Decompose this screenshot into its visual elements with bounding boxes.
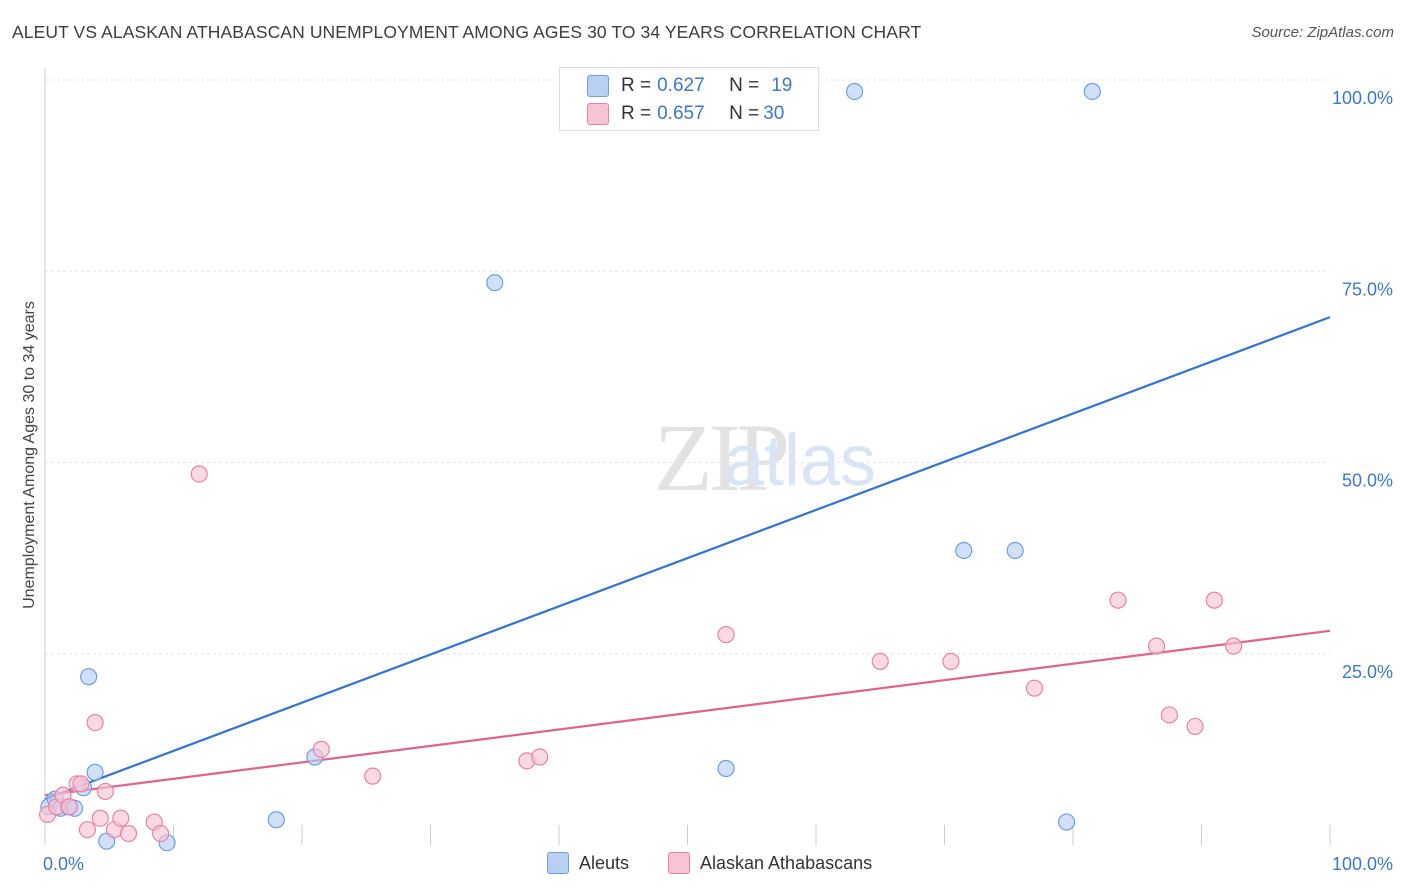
source-label: Source: ZipAtlas.com	[1251, 24, 1394, 41]
athabascan-point	[531, 748, 549, 766]
legend-r-label: R =	[621, 103, 652, 124]
bottom-legend-label-aleuts: Aleuts	[579, 852, 630, 873]
athabascan-point	[112, 809, 130, 827]
athabascan-point	[1025, 679, 1044, 697]
axes-layer	[44, 68, 1331, 845]
athabascan-point	[717, 626, 735, 644]
x-tick-label: 0.0%	[43, 854, 84, 874]
aleut-point	[1057, 813, 1076, 831]
legend-row-athabascans: R = 0.657 N = 30	[560, 100, 784, 128]
tick-labels: 25.0% 50.0% 75.0% 100.0% 0.0% 100.0%	[43, 88, 1393, 874]
athabascan-point	[1186, 717, 1204, 736]
athabascan-point	[152, 824, 170, 843]
bottom-legend-swatch-athabascans	[668, 852, 690, 874]
athabascan-point	[871, 652, 889, 671]
athabascan-point	[60, 798, 79, 816]
legend-n-value-athabascans: 30	[763, 103, 785, 124]
athabascan-point	[190, 465, 208, 483]
athabascan-point	[96, 782, 114, 801]
watermark-zip: ZIP	[654, 404, 787, 511]
athabascan-point	[312, 740, 330, 758]
athabascan-point	[364, 767, 382, 785]
athabascan-trend-line	[44, 629, 1331, 797]
legend-n-label: N =	[729, 75, 760, 96]
aleut-point	[955, 541, 973, 560]
y-tick-label: 75.0%	[1342, 279, 1393, 299]
athabascan-point	[78, 821, 97, 839]
legend-n-label: N =	[729, 103, 760, 124]
legend-swatch-athabascans	[587, 103, 609, 125]
athabascan-point	[91, 809, 109, 827]
trend-lines	[44, 316, 1331, 801]
aleut-point	[80, 668, 98, 686]
legend-r-value-aleuts: 0.627	[657, 75, 705, 96]
x-tick-label: 100.0%	[1332, 854, 1393, 874]
athabascan-point	[942, 652, 960, 671]
y-tick-label: 50.0%	[1342, 471, 1393, 491]
bottom-legend-athabascans: Alaskan Athabascans	[668, 852, 872, 874]
legend-swatch-aleuts	[587, 75, 609, 97]
athabascan-point	[1205, 591, 1223, 609]
y-tick-label: 100.0%	[1332, 88, 1393, 108]
aleut-trend-line	[44, 316, 1331, 801]
bottom-legend-swatch-aleuts	[547, 852, 569, 874]
aleut-point	[86, 763, 104, 781]
aleut-point	[1006, 541, 1024, 560]
correlation-legend: R = 0.627 N = 19 R = 0.657 N = 30	[559, 67, 819, 131]
athabascan-point	[1160, 706, 1178, 724]
athabascan-point	[119, 824, 138, 843]
bottom-legend-aleuts: Aleuts	[547, 852, 629, 874]
athabascan-point	[1109, 591, 1127, 609]
aleut-point	[267, 811, 285, 829]
athabascan-point	[86, 713, 104, 732]
legend-n-value-aleuts: 19	[771, 75, 793, 96]
grid-layer	[45, 79, 1330, 655]
watermark-atlas: atlas	[724, 421, 876, 501]
chart-title: ALEUT VS ALASKAN ATHABASCAN UNEMPLOYMENT…	[12, 22, 922, 42]
data-points	[38, 82, 1243, 852]
aleut-point	[717, 759, 735, 778]
y-tick-label: 25.0%	[1342, 662, 1393, 682]
legend-row-aleuts: R = 0.627 N = 19	[560, 72, 792, 100]
legend-r-label: R =	[621, 75, 652, 96]
athabascan-point	[1147, 637, 1166, 655]
athabascan-point	[1225, 637, 1243, 655]
athabascan-point	[72, 775, 90, 793]
aleut-point	[845, 82, 864, 101]
aleut-point	[486, 274, 504, 292]
aleut-point	[1083, 82, 1101, 101]
bottom-legend-label-athabascans: Alaskan Athabascans	[700, 852, 873, 873]
legend-r-value-athabascans: 0.657	[657, 103, 705, 124]
